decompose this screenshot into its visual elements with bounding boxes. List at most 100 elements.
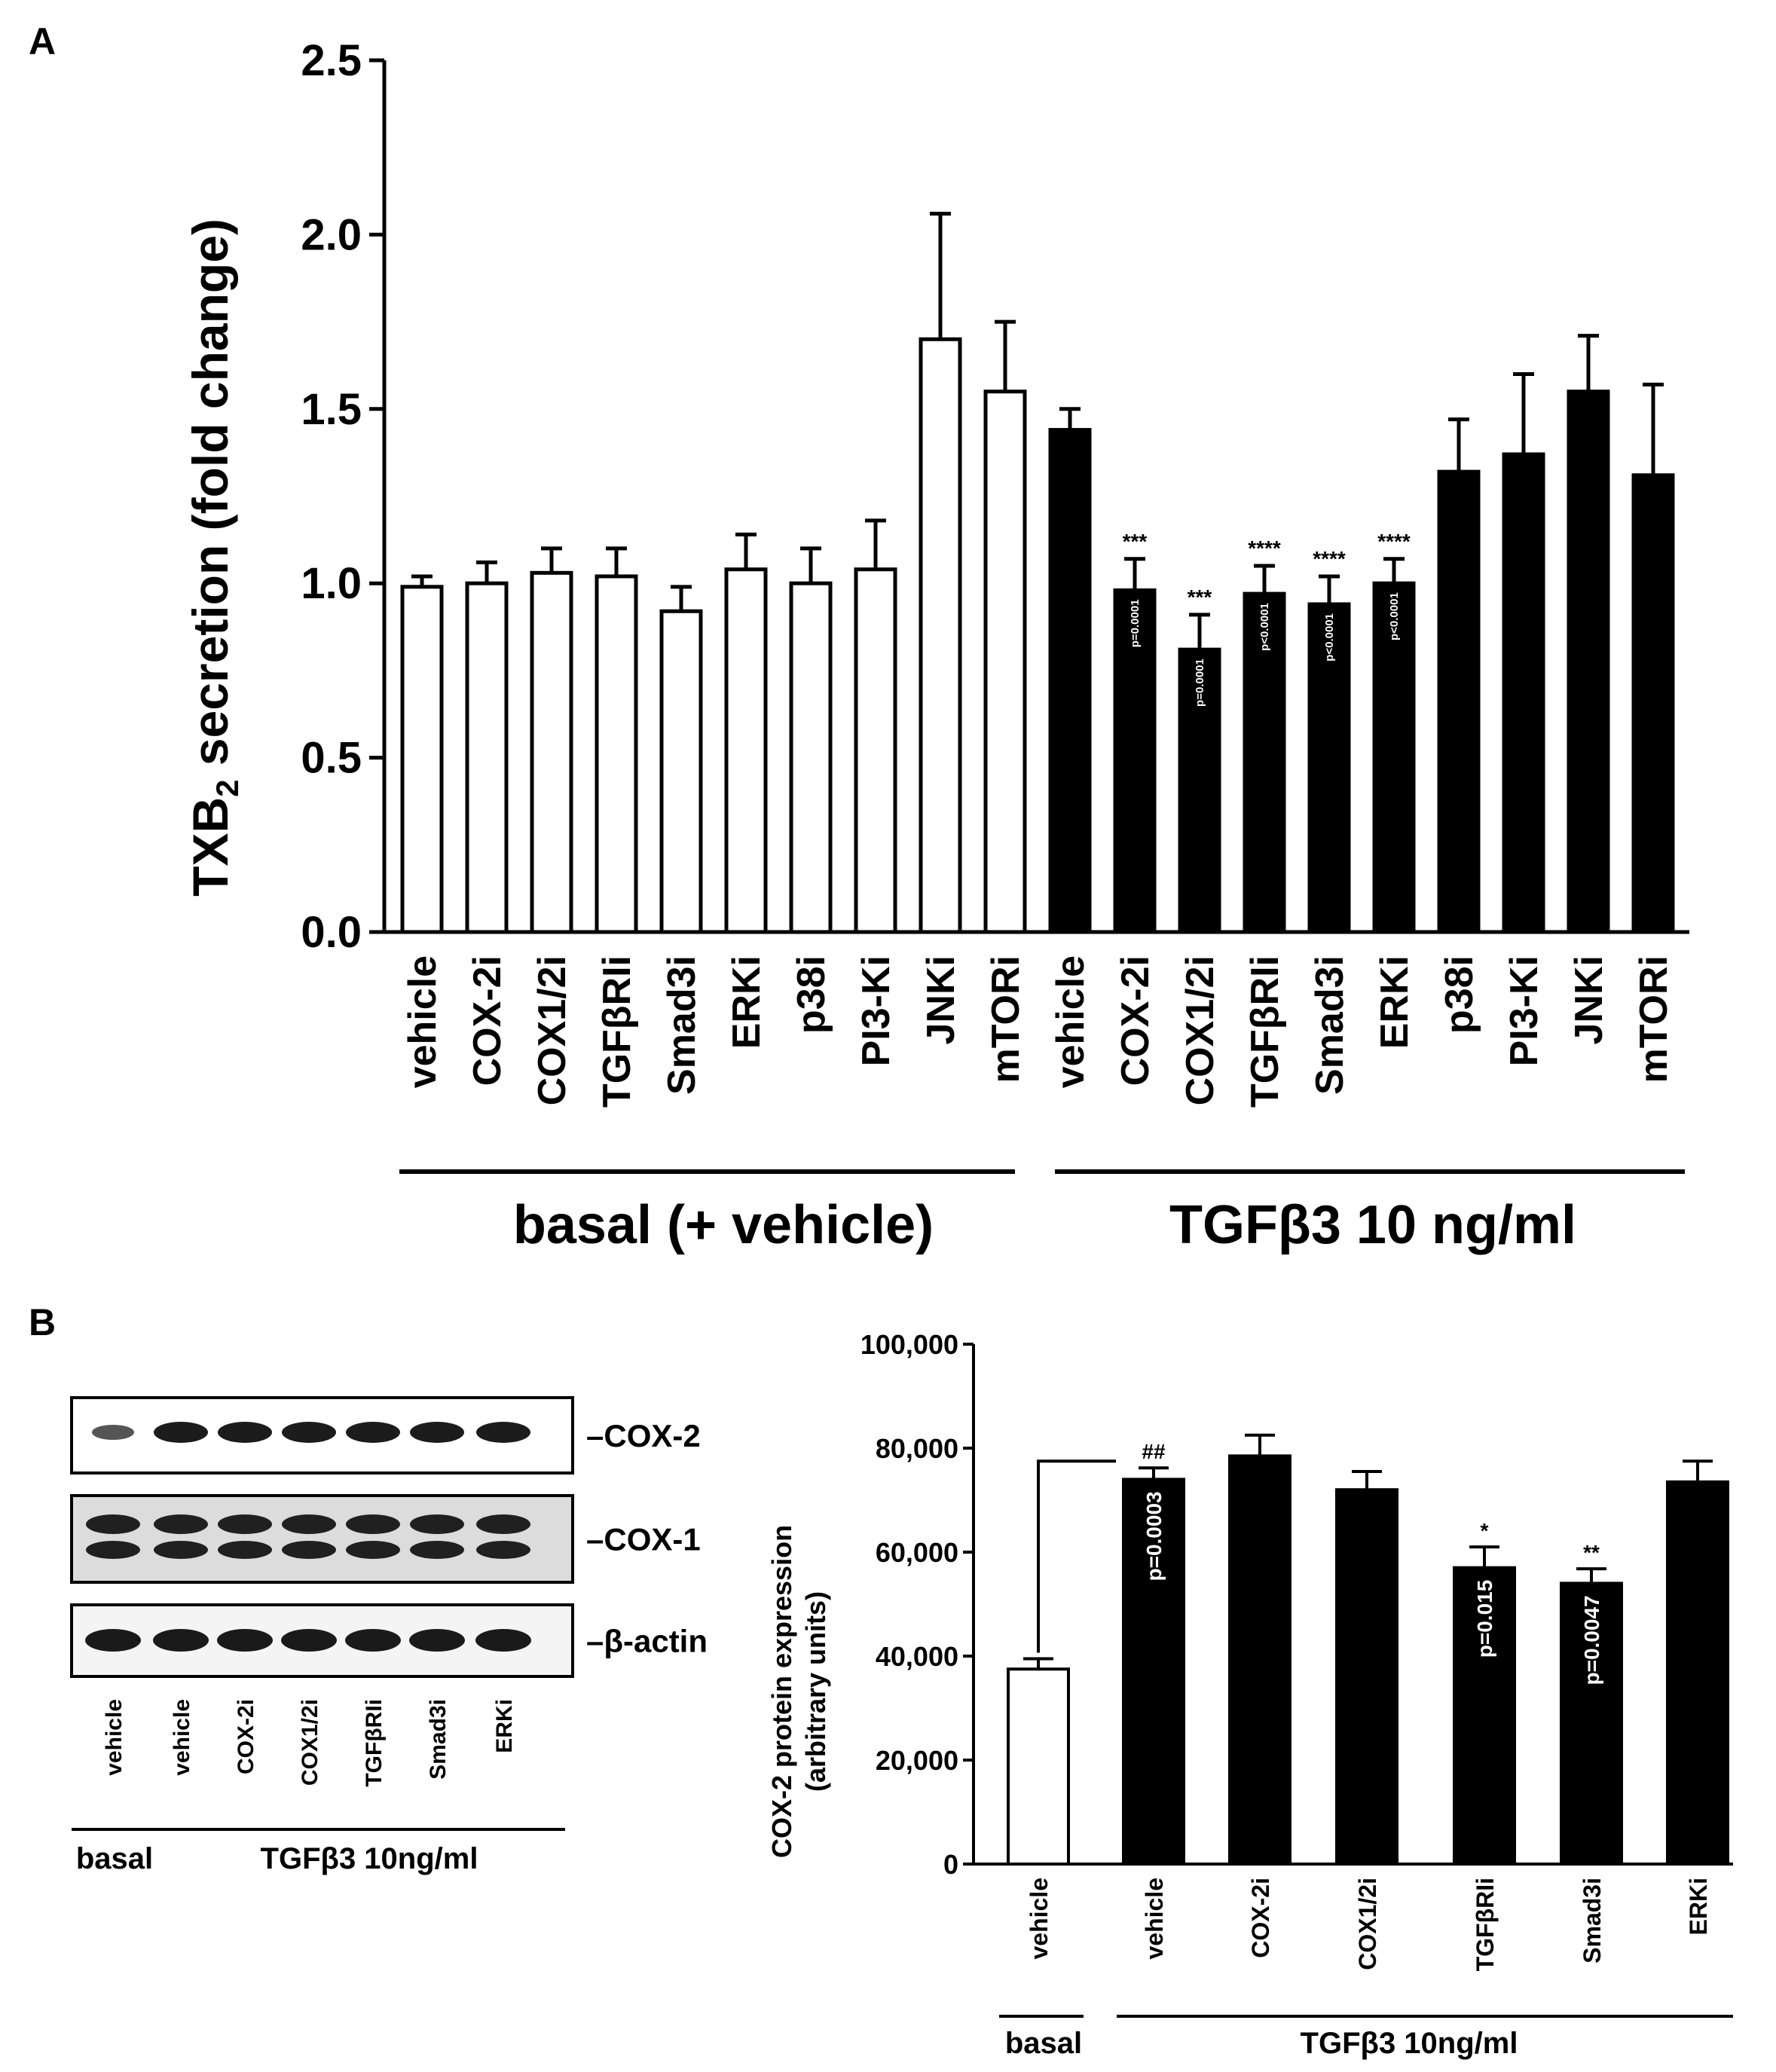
panel-a-category-label: p38i — [790, 955, 833, 1034]
panel-a-category-label: ERKi — [725, 955, 769, 1049]
blot-band-cox1-upper — [282, 1514, 336, 1534]
panel-b-category-label: vehicle — [1141, 1878, 1168, 1960]
panel-b-group-tgf-label: TGFβ3 10ng/ml — [1301, 2027, 1518, 2060]
panel-a-category-label: mTORi — [984, 955, 1028, 1083]
panel-a-bar — [1631, 473, 1675, 934]
blot-band-cox1-upper — [86, 1514, 140, 1534]
panel-a-group-basal-label: basal (+ vehicle) — [513, 1195, 934, 1255]
panel-b-y-tick-label: 60,000 — [876, 1537, 958, 1568]
panel-b-p-value: p=0.015 — [1473, 1580, 1496, 1658]
panel-a-significance: **** — [1248, 536, 1281, 560]
panel-b-label: B — [29, 1301, 56, 1343]
panel-b-p-value: p=0.0047 — [1580, 1595, 1603, 1685]
panel-a-p-value: p=0.0001 — [1129, 599, 1142, 647]
panel-a-y-axis-title: TXB2 secretion (fold change) — [182, 219, 245, 897]
panel-a-significance: *** — [1188, 585, 1212, 609]
panel-b-category-label: Smad3i — [1579, 1878, 1606, 1964]
blot-band-label: –β-actin — [586, 1624, 708, 1659]
panel-a-bar — [724, 567, 768, 934]
blot-lane-label: COX1/2i — [298, 1699, 322, 1786]
blot-band-cox2 — [346, 1422, 400, 1443]
panel-a-y-tick-label: 1.0 — [301, 559, 362, 608]
panel-a-bar — [1243, 591, 1286, 934]
panel-a-bar — [1567, 390, 1610, 934]
panel-a-bar — [659, 609, 703, 934]
panel-a-bar — [1372, 581, 1416, 934]
blot-band-cox1-upper — [218, 1514, 272, 1534]
panel-a-category-label: COX1/2i — [1178, 955, 1222, 1105]
panel-a-significance: **** — [1313, 547, 1346, 570]
panel-a-category-label: TGFβRIi — [1243, 955, 1287, 1108]
blot-band-label: –COX-1 — [586, 1522, 701, 1557]
panel-a-category-label: JNKi — [1567, 955, 1611, 1044]
panel-a-category-label: mTORi — [1632, 955, 1676, 1083]
panel-a-y-tick-label: 0.5 — [301, 734, 362, 783]
blot-band-actin — [153, 1629, 209, 1652]
panel-a-bar — [1307, 602, 1351, 934]
panel-b-significance: * — [1481, 1519, 1489, 1542]
blot-band-cox2 — [218, 1422, 272, 1443]
panel-a-bar — [854, 567, 897, 934]
panel-a-p-value: p<0.0001 — [1258, 603, 1271, 651]
panel-b-chart: COX-2 protein expression (arbitrary unit… — [766, 1329, 1733, 2060]
panel-b-category-label: COX-2i — [1247, 1878, 1274, 1958]
panel-b-significance: ** — [1583, 1541, 1600, 1564]
blot-lane-label: Smad3i — [426, 1699, 451, 1780]
panel-a-bar — [1113, 588, 1157, 934]
blot-band-cox1-upper — [346, 1514, 400, 1534]
panel-b-bar — [1007, 1667, 1070, 1866]
panel-a-category-label: JNKi — [919, 955, 963, 1044]
panel-a-bar — [400, 585, 444, 934]
blot-lane-label: COX-2i — [234, 1699, 258, 1774]
panel-a-bar — [1437, 469, 1481, 934]
blot-band-cox2 — [410, 1422, 464, 1443]
panel-a-category-label: TGFβRIi — [595, 955, 639, 1108]
blot-band-label: –COX-2 — [586, 1418, 701, 1453]
blot-band-cox1-upper — [410, 1514, 464, 1534]
panel-b-category-label: TGFβRIi — [1472, 1878, 1499, 1971]
panel-b-significance: ## — [1142, 1440, 1166, 1463]
western-blot: basal TGFβ3 10ng/ml –COX-2 –COX-1 –β-actin… — [70, 1396, 708, 1875]
panel-a-label: A — [29, 20, 56, 63]
panel-a-p-value: p<0.0001 — [1323, 613, 1336, 662]
panel-a-category-label: p38i — [1438, 955, 1481, 1034]
y-title-sub: 2 — [209, 780, 245, 797]
y-title-main: TXB — [182, 797, 238, 897]
panel-b-y-axis-title-line1: COX-2 protein expression — [766, 1525, 797, 1858]
panel-b-y-tick-label: 0 — [943, 1849, 958, 1880]
y-title-rest: secretion (fold change) — [182, 219, 238, 779]
blot-lane-label: vehicle — [170, 1699, 194, 1776]
panel-b-y-tick-label: 100,000 — [860, 1329, 958, 1360]
panel-a-bar — [465, 581, 509, 934]
panel-b-category-label: ERKi — [1685, 1878, 1712, 1935]
panel-b-category-label: COX1/2i — [1354, 1878, 1381, 1970]
panel-a-bar — [1048, 428, 1092, 934]
panel-a-bar — [1502, 452, 1545, 934]
blot-band-cox1-lower — [86, 1541, 140, 1559]
panel-b-y-tick-label: 40,000 — [876, 1641, 958, 1672]
panel-b-group-basal-label: basal — [1005, 2027, 1082, 2060]
blot-band-cox2 — [476, 1422, 530, 1443]
panel-b-category-label: vehicle — [1026, 1878, 1053, 1960]
panel-b-y-axis-title-line2: (arbitrary units) — [800, 1591, 831, 1792]
panel-a-significance: *** — [1123, 530, 1148, 553]
panel-a-bar — [919, 337, 962, 934]
panel-a-category-label: COX-2i — [1114, 955, 1157, 1086]
panel-b-bar — [1228, 1454, 1291, 1866]
blot-band-actin — [409, 1629, 465, 1652]
panel-b-comparison-bracket — [1037, 1459, 1116, 1653]
blot-band-cox1-lower — [282, 1541, 336, 1559]
blot-group-basal-label: basal — [76, 1842, 153, 1875]
blot-band-cox2 — [92, 1425, 134, 1440]
blot-band-cox1-upper — [476, 1514, 530, 1534]
blot-band-cox1-lower — [346, 1541, 400, 1559]
panel-a-category-label: PI3-Ki — [1502, 955, 1546, 1066]
panel-a-category-label: PI3-Ki — [854, 955, 898, 1066]
panel-a-bar — [595, 574, 638, 934]
panel-a-significance: **** — [1377, 530, 1411, 553]
blot-band-cox2 — [154, 1422, 208, 1443]
blot-band-cox1-lower — [410, 1541, 464, 1559]
panel-a-bar — [789, 581, 833, 934]
blot-band-cox2 — [282, 1422, 336, 1443]
